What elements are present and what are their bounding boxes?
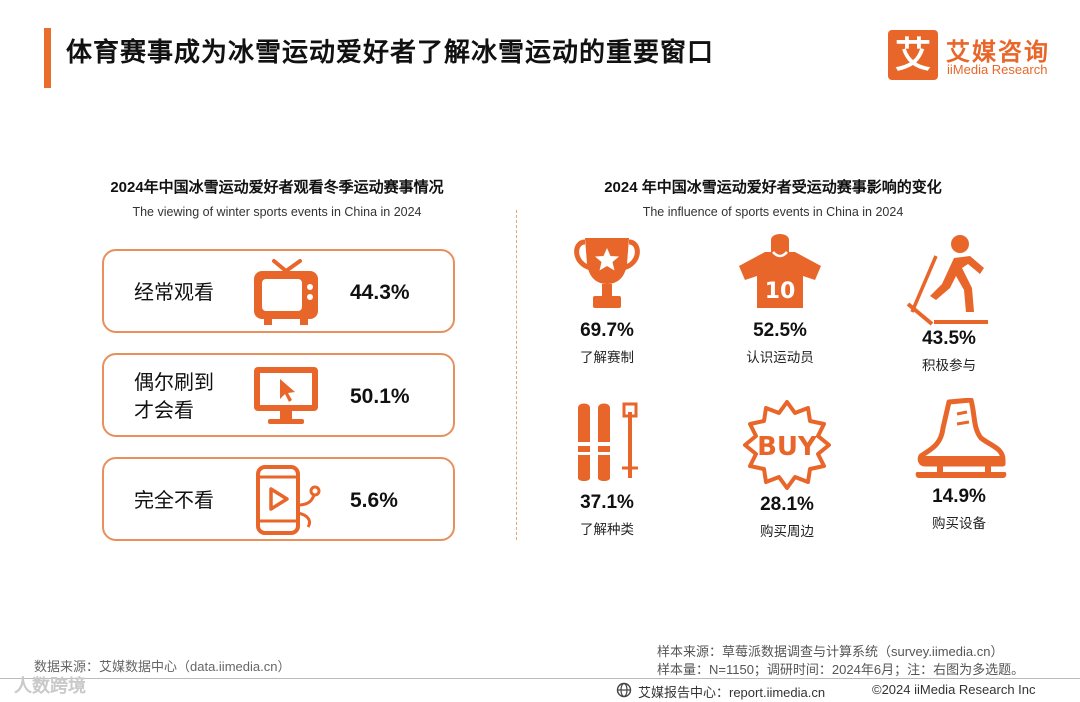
monitor-cursor-icon: [254, 367, 318, 424]
influence-label: 认识运动员: [746, 350, 814, 365]
jersey-icon: 10: [739, 234, 821, 308]
page-title: 体育赛事成为冰雪运动爱好者了解冰雪运动的重要窗口: [66, 37, 715, 67]
skis-icon: [576, 402, 638, 481]
view-label: 经常观看: [134, 282, 214, 304]
view-label: 完全不看: [134, 490, 214, 512]
influence-item-merch: BUY 28.1% 购买周边: [712, 400, 862, 540]
logo-en-text: iiMedia Research: [947, 62, 1048, 77]
right-chart-subtitle: The influence of sports events in China …: [642, 205, 904, 219]
influence-item-types: 37.1% 了解种类: [532, 402, 682, 538]
view-label-line: 偶尔刷到: [134, 372, 214, 394]
influence-label: 购买设备: [932, 516, 986, 531]
watermark: 人数跨境: [14, 676, 86, 696]
influence-value: 37.1%: [580, 492, 634, 513]
badge-text: BUY: [757, 432, 818, 462]
skate-icon: [915, 398, 1007, 478]
view-value: 50.1%: [350, 385, 410, 408]
influence-value: 52.5%: [753, 320, 807, 341]
influence-value: 14.9%: [932, 486, 986, 507]
data-source: 数据来源：艾媒数据中心（data.iimedia.cn）: [34, 659, 291, 674]
copyright: ©2024 iiMedia Research Inc: [872, 682, 1036, 697]
view-label-line: 才会看: [134, 400, 194, 422]
view-value: 5.6%: [350, 489, 398, 512]
influence-item-equipment: 14.9% 购买设备: [884, 398, 1034, 532]
view-card-occasional: 偶尔刷到 才会看 50.1%: [102, 353, 455, 437]
influence-item-participate: 43.5% 积极参与: [874, 234, 1024, 374]
sample-source: 样本来源：草莓派数据调查与计算系统（survey.iimedia.cn）: [657, 644, 1004, 659]
report-center-link[interactable]: 艾媒报告中心：report.iimedia.cn: [638, 685, 826, 700]
tv-icon: [254, 259, 318, 325]
phone-video-icon: [256, 465, 321, 535]
influence-value: 43.5%: [922, 328, 976, 349]
view-label: 偶尔刷到 才会看: [134, 369, 214, 425]
logo: 艾 艾媒咨询 iiMedia Research: [888, 30, 1068, 82]
view-card-never: 完全不看 5.6%: [102, 457, 455, 541]
logo-mark: 艾: [888, 30, 938, 80]
jersey-number: 10: [765, 279, 796, 304]
influence-label: 了解种类: [580, 522, 634, 537]
view-value: 44.3%: [350, 281, 410, 304]
footer-divider: [0, 678, 1080, 679]
influence-label: 积极参与: [922, 358, 976, 373]
sample-info: 样本量：N=1150；调研时间：2024年6月；注：右图为多选题。: [657, 662, 1025, 677]
influence-value: 28.1%: [760, 494, 814, 515]
logo-cn-text: 艾媒咨询: [946, 39, 1050, 66]
view-card-often: 经常观看 44.3%: [102, 249, 455, 333]
section-divider: [516, 210, 517, 540]
influence-value: 69.7%: [580, 320, 634, 341]
title-accent-bar: [44, 28, 51, 88]
left-chart-subtitle: The viewing of winter sports events in C…: [132, 205, 422, 219]
buy-badge-icon: BUY: [743, 400, 831, 490]
influence-label: 了解赛制: [580, 350, 634, 365]
influence-item-rules: 69.7% 了解赛制: [532, 234, 682, 366]
trophy-icon: [574, 238, 640, 308]
right-chart-title: 2024 年中国冰雪运动爱好者受运动赛事影响的变化: [604, 179, 942, 196]
influence-label: 购买周边: [760, 524, 814, 539]
left-chart-title: 2024年中国冰雪运动爱好者观看冬季运动赛事情况: [110, 179, 444, 196]
influence-item-athletes: 10 52.5% 认识运动员: [705, 234, 855, 366]
globe-icon: [616, 682, 632, 698]
skier-icon: [906, 235, 988, 326]
